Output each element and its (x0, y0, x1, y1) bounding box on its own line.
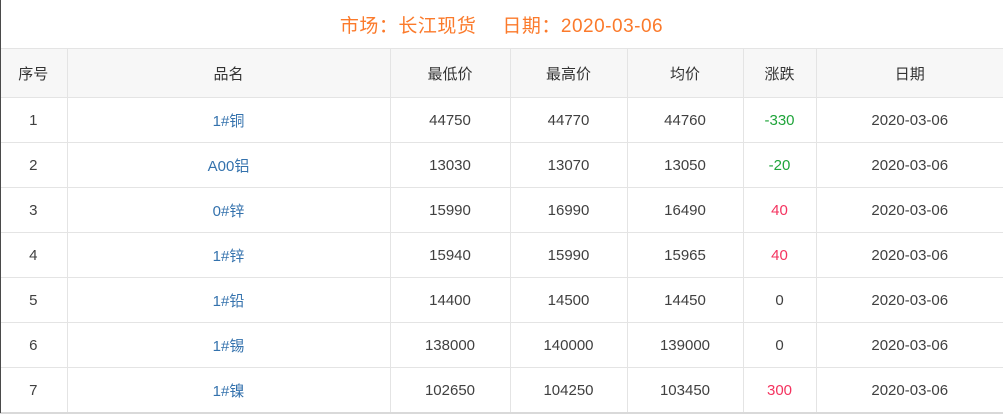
col-header-date: 日期 (816, 48, 1003, 98)
avg-price-cell: 139000 (627, 322, 744, 368)
market-label: 市场：长江现货 (339, 15, 477, 37)
high-price-cell: 13070 (510, 142, 628, 188)
page-title: 市场：长江现货 日期：2020-03-06 (0, 0, 1003, 48)
table-row: 5 1#铅 14400 14500 14450 0 2020-03-06 (0, 277, 1003, 323)
col-header-low: 最低价 (390, 48, 511, 98)
avg-price-cell: 13050 (627, 142, 744, 188)
row-index-cell: 5 (0, 277, 68, 323)
product-name-link[interactable]: 1#铜 (67, 97, 391, 143)
date-label: 日期：2020-03-06 (502, 15, 664, 37)
low-price-cell: 102650 (390, 367, 511, 414)
high-price-cell: 104250 (510, 367, 628, 414)
row-index-cell: 7 (0, 367, 68, 414)
avg-price-cell: 14450 (627, 277, 744, 323)
table-header-row: 序号 品名 最低价 最高价 均价 涨跌 日期 (0, 48, 1003, 98)
change-cell: 40 (743, 187, 817, 233)
table-row: 6 1#锡 138000 140000 139000 0 2020-03-06 (0, 322, 1003, 368)
change-cell: 0 (743, 322, 817, 368)
high-price-cell: 14500 (510, 277, 628, 323)
high-price-cell: 44770 (510, 97, 628, 143)
page-left-edge (0, 0, 1, 413)
date-cell: 2020-03-06 (816, 187, 1003, 233)
high-price-cell: 15990 (510, 232, 628, 278)
product-name-link[interactable]: 0#锌 (67, 187, 391, 233)
high-price-cell: 140000 (510, 322, 628, 368)
row-index-cell: 6 (0, 322, 68, 368)
row-index-cell: 1 (0, 97, 68, 143)
date-cell: 2020-03-06 (816, 322, 1003, 368)
product-name-link[interactable]: 1#锡 (67, 322, 391, 368)
low-price-cell: 15990 (390, 187, 511, 233)
low-price-cell: 15940 (390, 232, 511, 278)
date-cell: 2020-03-06 (816, 142, 1003, 188)
avg-price-cell: 103450 (627, 367, 744, 414)
avg-price-cell: 16490 (627, 187, 744, 233)
avg-price-cell: 15965 (627, 232, 744, 278)
low-price-cell: 44750 (390, 97, 511, 143)
col-header-index: 序号 (0, 48, 68, 98)
table-row: 7 1#镍 102650 104250 103450 300 2020-03-0… (0, 367, 1003, 414)
change-cell: -330 (743, 97, 817, 143)
change-cell: 0 (743, 277, 817, 323)
col-header-avg: 均价 (627, 48, 744, 98)
low-price-cell: 14400 (390, 277, 511, 323)
row-index-cell: 2 (0, 142, 68, 188)
product-name-link[interactable]: A00铝 (67, 142, 391, 188)
table-row: 3 0#锌 15990 16990 16490 40 2020-03-06 (0, 187, 1003, 233)
low-price-cell: 138000 (390, 322, 511, 368)
date-cell: 2020-03-06 (816, 277, 1003, 323)
table-row: 4 1#锌 15940 15990 15965 40 2020-03-06 (0, 232, 1003, 278)
col-header-change: 涨跌 (743, 48, 817, 98)
change-cell: 40 (743, 232, 817, 278)
row-index-cell: 3 (0, 187, 68, 233)
product-name-link[interactable]: 1#锌 (67, 232, 391, 278)
change-cell: -20 (743, 142, 817, 188)
date-cell: 2020-03-06 (816, 97, 1003, 143)
date-cell: 2020-03-06 (816, 367, 1003, 414)
col-header-product: 品名 (67, 48, 391, 98)
product-name-link[interactable]: 1#铅 (67, 277, 391, 323)
metal-price-table: 序号 品名 最低价 最高价 均价 涨跌 日期 1 1#铜 44750 44770… (0, 48, 1003, 414)
date-cell: 2020-03-06 (816, 232, 1003, 278)
col-header-high: 最高价 (510, 48, 628, 98)
avg-price-cell: 44760 (627, 97, 744, 143)
table-row: 2 A00铝 13030 13070 13050 -20 2020-03-06 (0, 142, 1003, 188)
low-price-cell: 13030 (390, 142, 511, 188)
product-name-link[interactable]: 1#镍 (67, 367, 391, 414)
change-cell: 300 (743, 367, 817, 414)
row-index-cell: 4 (0, 232, 68, 278)
high-price-cell: 16990 (510, 187, 628, 233)
table-row: 1 1#铜 44750 44770 44760 -330 2020-03-06 (0, 97, 1003, 143)
